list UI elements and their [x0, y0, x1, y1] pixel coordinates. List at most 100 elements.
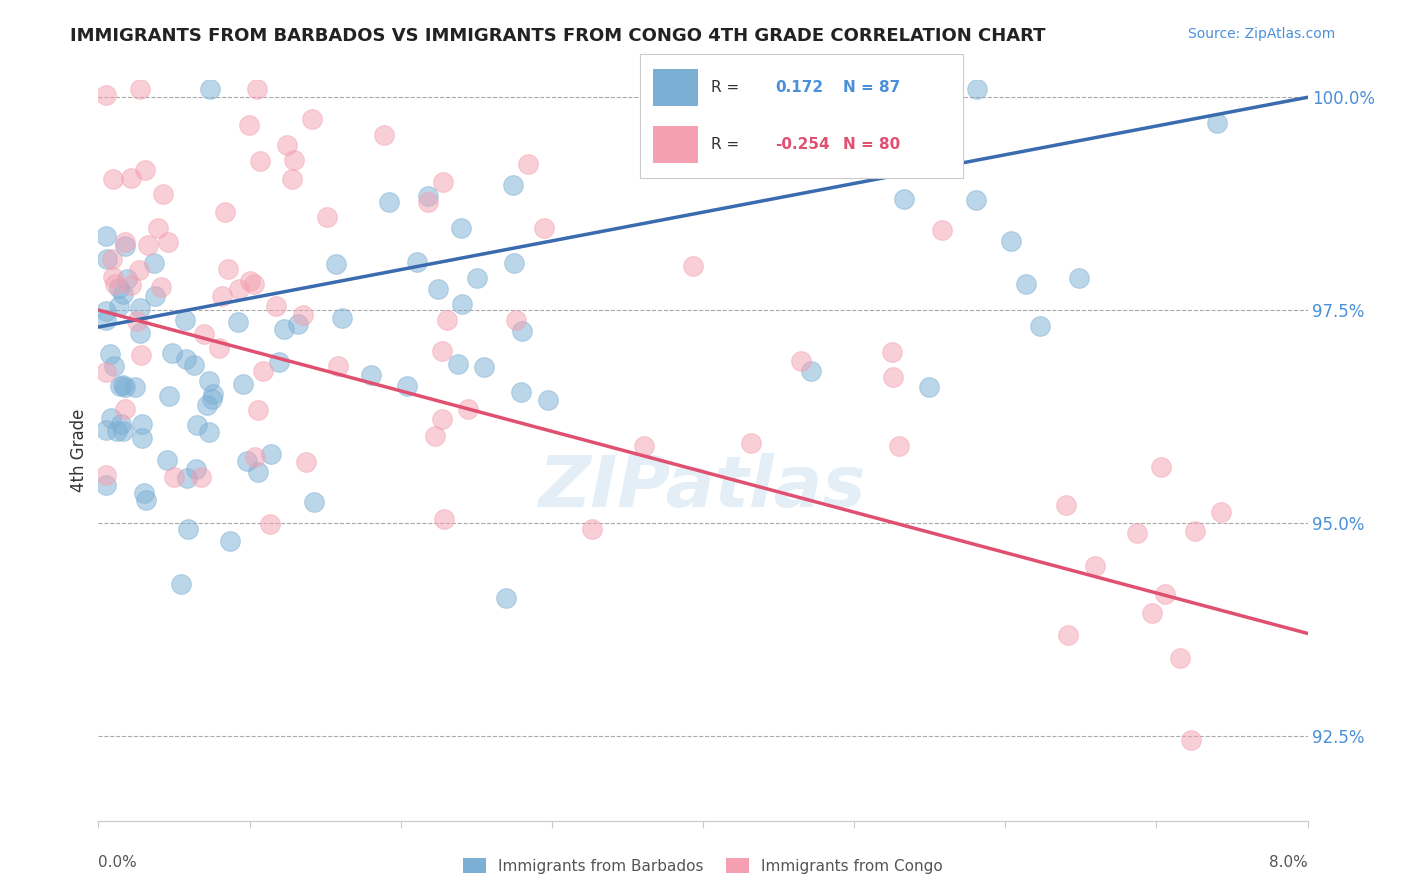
Point — [682, 260, 704, 274]
Text: R =: R = — [711, 137, 744, 153]
Point — [472, 360, 495, 375]
Point — [174, 351, 197, 366]
Point — [156, 235, 179, 249]
Point — [451, 296, 474, 310]
Point — [114, 239, 136, 253]
Point — [170, 577, 193, 591]
Point — [918, 115, 941, 129]
Point — [111, 287, 134, 301]
Point — [457, 402, 479, 417]
Point — [533, 221, 555, 235]
Point — [218, 533, 240, 548]
Point — [292, 308, 315, 322]
Point — [238, 119, 260, 133]
Point — [114, 402, 136, 417]
Point — [360, 368, 382, 382]
Point — [242, 277, 264, 292]
Point — [131, 431, 153, 445]
Point — [301, 112, 323, 126]
Point — [186, 461, 208, 475]
Point — [104, 277, 127, 291]
Point — [281, 171, 304, 186]
Point — [510, 324, 533, 338]
Point — [246, 403, 269, 417]
Point — [214, 205, 236, 219]
Point — [267, 355, 290, 369]
Point — [1029, 319, 1052, 334]
Point — [893, 193, 915, 207]
Text: 8.0%: 8.0% — [1268, 855, 1308, 870]
Point — [105, 424, 128, 438]
Point — [114, 235, 136, 249]
Point — [157, 389, 180, 403]
Point — [882, 369, 904, 384]
Point — [436, 312, 458, 326]
Point — [111, 377, 134, 392]
Point — [725, 151, 748, 165]
Point — [108, 379, 131, 393]
Point — [709, 145, 731, 159]
Point — [150, 280, 173, 294]
Point — [465, 271, 488, 285]
Point — [1209, 505, 1232, 519]
Point — [108, 299, 131, 313]
Point — [1084, 558, 1107, 573]
Point — [163, 470, 186, 484]
Point — [273, 322, 295, 336]
Point — [509, 385, 531, 400]
Point — [516, 157, 538, 171]
Point — [232, 377, 254, 392]
Point — [430, 344, 453, 359]
Point — [94, 87, 117, 102]
Text: N = 80: N = 80 — [844, 137, 901, 153]
FancyBboxPatch shape — [652, 69, 697, 106]
Point — [537, 392, 560, 407]
Point — [94, 303, 117, 318]
Point — [325, 257, 347, 271]
Point — [276, 137, 298, 152]
Point — [316, 210, 339, 224]
Point — [246, 465, 269, 479]
Point — [966, 82, 988, 96]
Text: 0.172: 0.172 — [776, 79, 824, 95]
Point — [142, 256, 165, 270]
Point — [143, 289, 166, 303]
Point — [156, 453, 179, 467]
Point — [110, 417, 132, 432]
Point — [132, 485, 155, 500]
Point — [246, 82, 269, 96]
Point — [135, 493, 157, 508]
Point — [200, 392, 222, 406]
Point — [377, 194, 399, 209]
Point — [134, 163, 156, 178]
Point — [94, 229, 117, 244]
Point — [287, 317, 309, 331]
Point — [330, 311, 353, 326]
Point — [1054, 498, 1077, 512]
Point — [505, 313, 527, 327]
Point — [633, 439, 655, 453]
Point — [1149, 460, 1171, 475]
Point — [100, 410, 122, 425]
Point — [226, 316, 249, 330]
Text: -0.254: -0.254 — [776, 137, 830, 153]
Point — [186, 418, 208, 433]
Point — [125, 314, 148, 328]
Point — [112, 424, 135, 438]
Point — [502, 178, 524, 192]
Point — [432, 412, 454, 426]
Legend: Immigrants from Barbados, Immigrants from Congo: Immigrants from Barbados, Immigrants fro… — [457, 852, 949, 880]
Point — [131, 417, 153, 431]
Point — [94, 313, 117, 327]
Point — [283, 153, 305, 168]
Point — [1056, 628, 1078, 642]
Point — [395, 378, 418, 392]
Point — [295, 455, 318, 469]
Point — [129, 326, 152, 340]
Point — [193, 327, 215, 342]
Point — [136, 238, 159, 252]
Point — [98, 347, 121, 361]
Point — [129, 82, 152, 96]
Point — [260, 446, 283, 460]
Point — [495, 591, 517, 606]
